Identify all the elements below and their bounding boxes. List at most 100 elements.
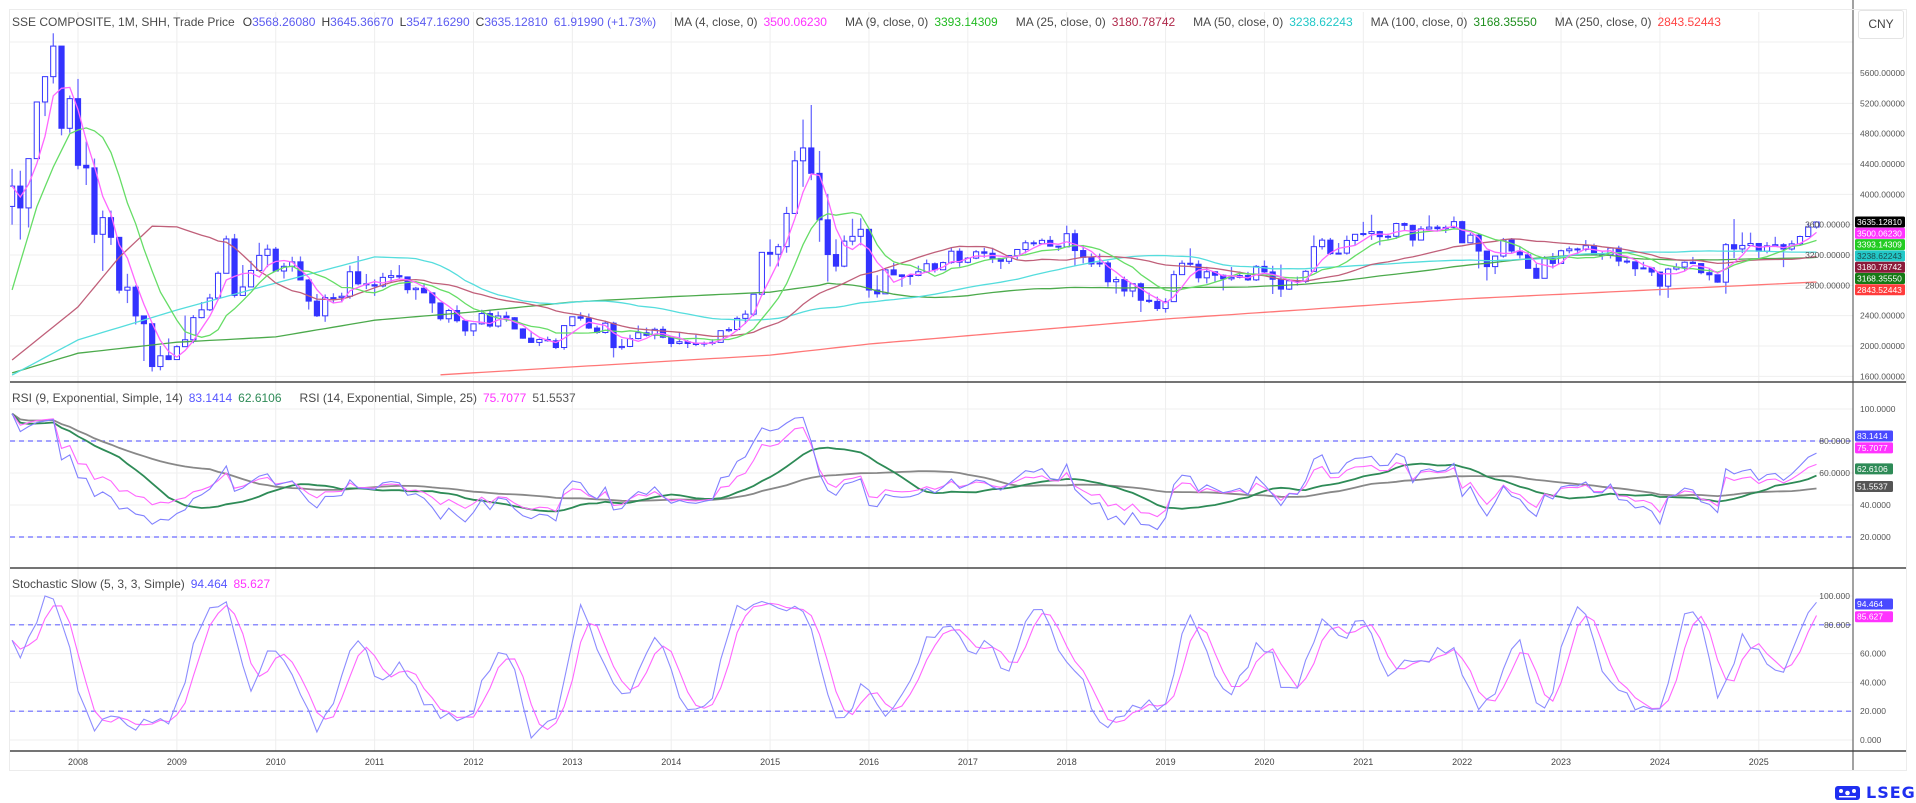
candle[interactable] xyxy=(25,158,32,228)
candle[interactable] xyxy=(1351,233,1359,246)
candle[interactable] xyxy=(198,302,205,319)
candle[interactable] xyxy=(124,273,131,304)
candle[interactable] xyxy=(9,168,16,225)
candle[interactable] xyxy=(1014,248,1021,260)
candle[interactable] xyxy=(536,338,543,347)
candle[interactable] xyxy=(725,327,732,333)
candle[interactable] xyxy=(1508,238,1515,253)
candle[interactable] xyxy=(766,239,774,267)
candle[interactable] xyxy=(1623,258,1631,264)
candle[interactable] xyxy=(1632,261,1639,277)
candle[interactable] xyxy=(528,330,535,343)
candle[interactable] xyxy=(83,141,90,186)
candle[interactable] xyxy=(396,265,403,279)
price-panel[interactable] xyxy=(9,33,1820,376)
candle[interactable] xyxy=(1162,298,1169,313)
candle[interactable] xyxy=(462,320,469,336)
candle[interactable] xyxy=(305,279,312,310)
candle[interactable] xyxy=(1533,263,1540,279)
candle[interactable] xyxy=(50,33,57,84)
candle[interactable] xyxy=(1566,246,1573,254)
candle[interactable] xyxy=(404,276,411,294)
candle[interactable] xyxy=(1582,240,1589,252)
candle[interactable] xyxy=(173,345,180,361)
candle[interactable] xyxy=(972,250,980,260)
candle[interactable] xyxy=(157,346,164,371)
candle[interactable] xyxy=(1426,215,1433,230)
candle[interactable] xyxy=(1656,271,1664,296)
candle[interactable] xyxy=(1434,225,1441,232)
candle[interactable] xyxy=(1393,222,1400,239)
candle[interactable] xyxy=(799,119,807,187)
candle[interactable] xyxy=(330,293,337,304)
candle[interactable] xyxy=(1549,253,1556,269)
candle[interactable] xyxy=(33,101,40,160)
candle[interactable] xyxy=(313,294,321,317)
candle[interactable] xyxy=(857,218,864,246)
candle[interactable] xyxy=(577,312,584,321)
candle[interactable] xyxy=(214,271,222,299)
candle[interactable] xyxy=(1178,260,1186,276)
candle[interactable] xyxy=(17,170,24,240)
candle[interactable] xyxy=(1071,229,1079,266)
candle[interactable] xyxy=(231,233,238,298)
candle[interactable] xyxy=(1088,253,1095,267)
candle[interactable] xyxy=(1121,276,1128,297)
candle[interactable] xyxy=(1030,240,1037,247)
candle[interactable] xyxy=(1104,260,1111,287)
candle[interactable] xyxy=(445,308,452,323)
candle[interactable] xyxy=(519,328,527,339)
candle[interactable] xyxy=(882,268,889,295)
candle[interactable] xyxy=(99,210,106,271)
candle[interactable] xyxy=(1269,265,1276,294)
candle[interactable] xyxy=(1467,232,1474,244)
candle[interactable] xyxy=(808,105,815,181)
candle[interactable] xyxy=(816,150,823,242)
candle[interactable] xyxy=(132,285,139,325)
candle[interactable] xyxy=(1228,266,1235,281)
candle[interactable] xyxy=(898,274,906,287)
candle[interactable] xyxy=(791,150,798,214)
candle[interactable] xyxy=(1541,256,1548,279)
candle[interactable] xyxy=(412,286,419,300)
candle[interactable] xyxy=(824,193,831,282)
candle[interactable] xyxy=(58,45,65,136)
candle[interactable] xyxy=(569,316,576,327)
candle[interactable] xyxy=(1772,236,1779,247)
candle[interactable] xyxy=(940,261,947,271)
candle[interactable] xyxy=(420,283,428,294)
candle[interactable] xyxy=(1401,222,1408,231)
candle[interactable] xyxy=(1195,260,1202,283)
candle[interactable] xyxy=(1360,221,1367,237)
candle[interactable] xyxy=(1113,276,1120,294)
candle[interactable] xyxy=(1805,223,1812,238)
candle[interactable] xyxy=(956,248,963,267)
candle[interactable] xyxy=(256,242,263,271)
candle[interactable] xyxy=(890,262,897,276)
candle[interactable] xyxy=(74,78,82,170)
candle[interactable] xyxy=(437,302,444,321)
candle[interactable] xyxy=(1714,274,1721,283)
candle[interactable] xyxy=(66,95,73,133)
candle[interactable] xyxy=(1319,238,1326,250)
candle[interactable] xyxy=(1376,230,1383,246)
candle[interactable] xyxy=(140,315,148,362)
candle[interactable] xyxy=(832,239,840,272)
candle[interactable] xyxy=(1063,225,1070,248)
candle[interactable] xyxy=(758,251,765,296)
candle[interactable] xyxy=(635,325,642,340)
candle[interactable] xyxy=(272,246,279,272)
candle[interactable] xyxy=(470,323,477,336)
candle[interactable] xyxy=(1022,240,1029,254)
candle[interactable] xyxy=(1665,267,1672,298)
candle[interactable] xyxy=(1459,220,1466,244)
currency-button[interactable]: CNY xyxy=(1858,10,1904,39)
candle[interactable] xyxy=(1220,274,1227,291)
candle[interactable] xyxy=(874,275,881,298)
candle[interactable] xyxy=(116,236,123,294)
candle[interactable] xyxy=(1343,235,1350,255)
candle[interactable] xyxy=(1747,232,1754,246)
candle[interactable] xyxy=(610,321,617,358)
candle[interactable] xyxy=(247,260,255,288)
